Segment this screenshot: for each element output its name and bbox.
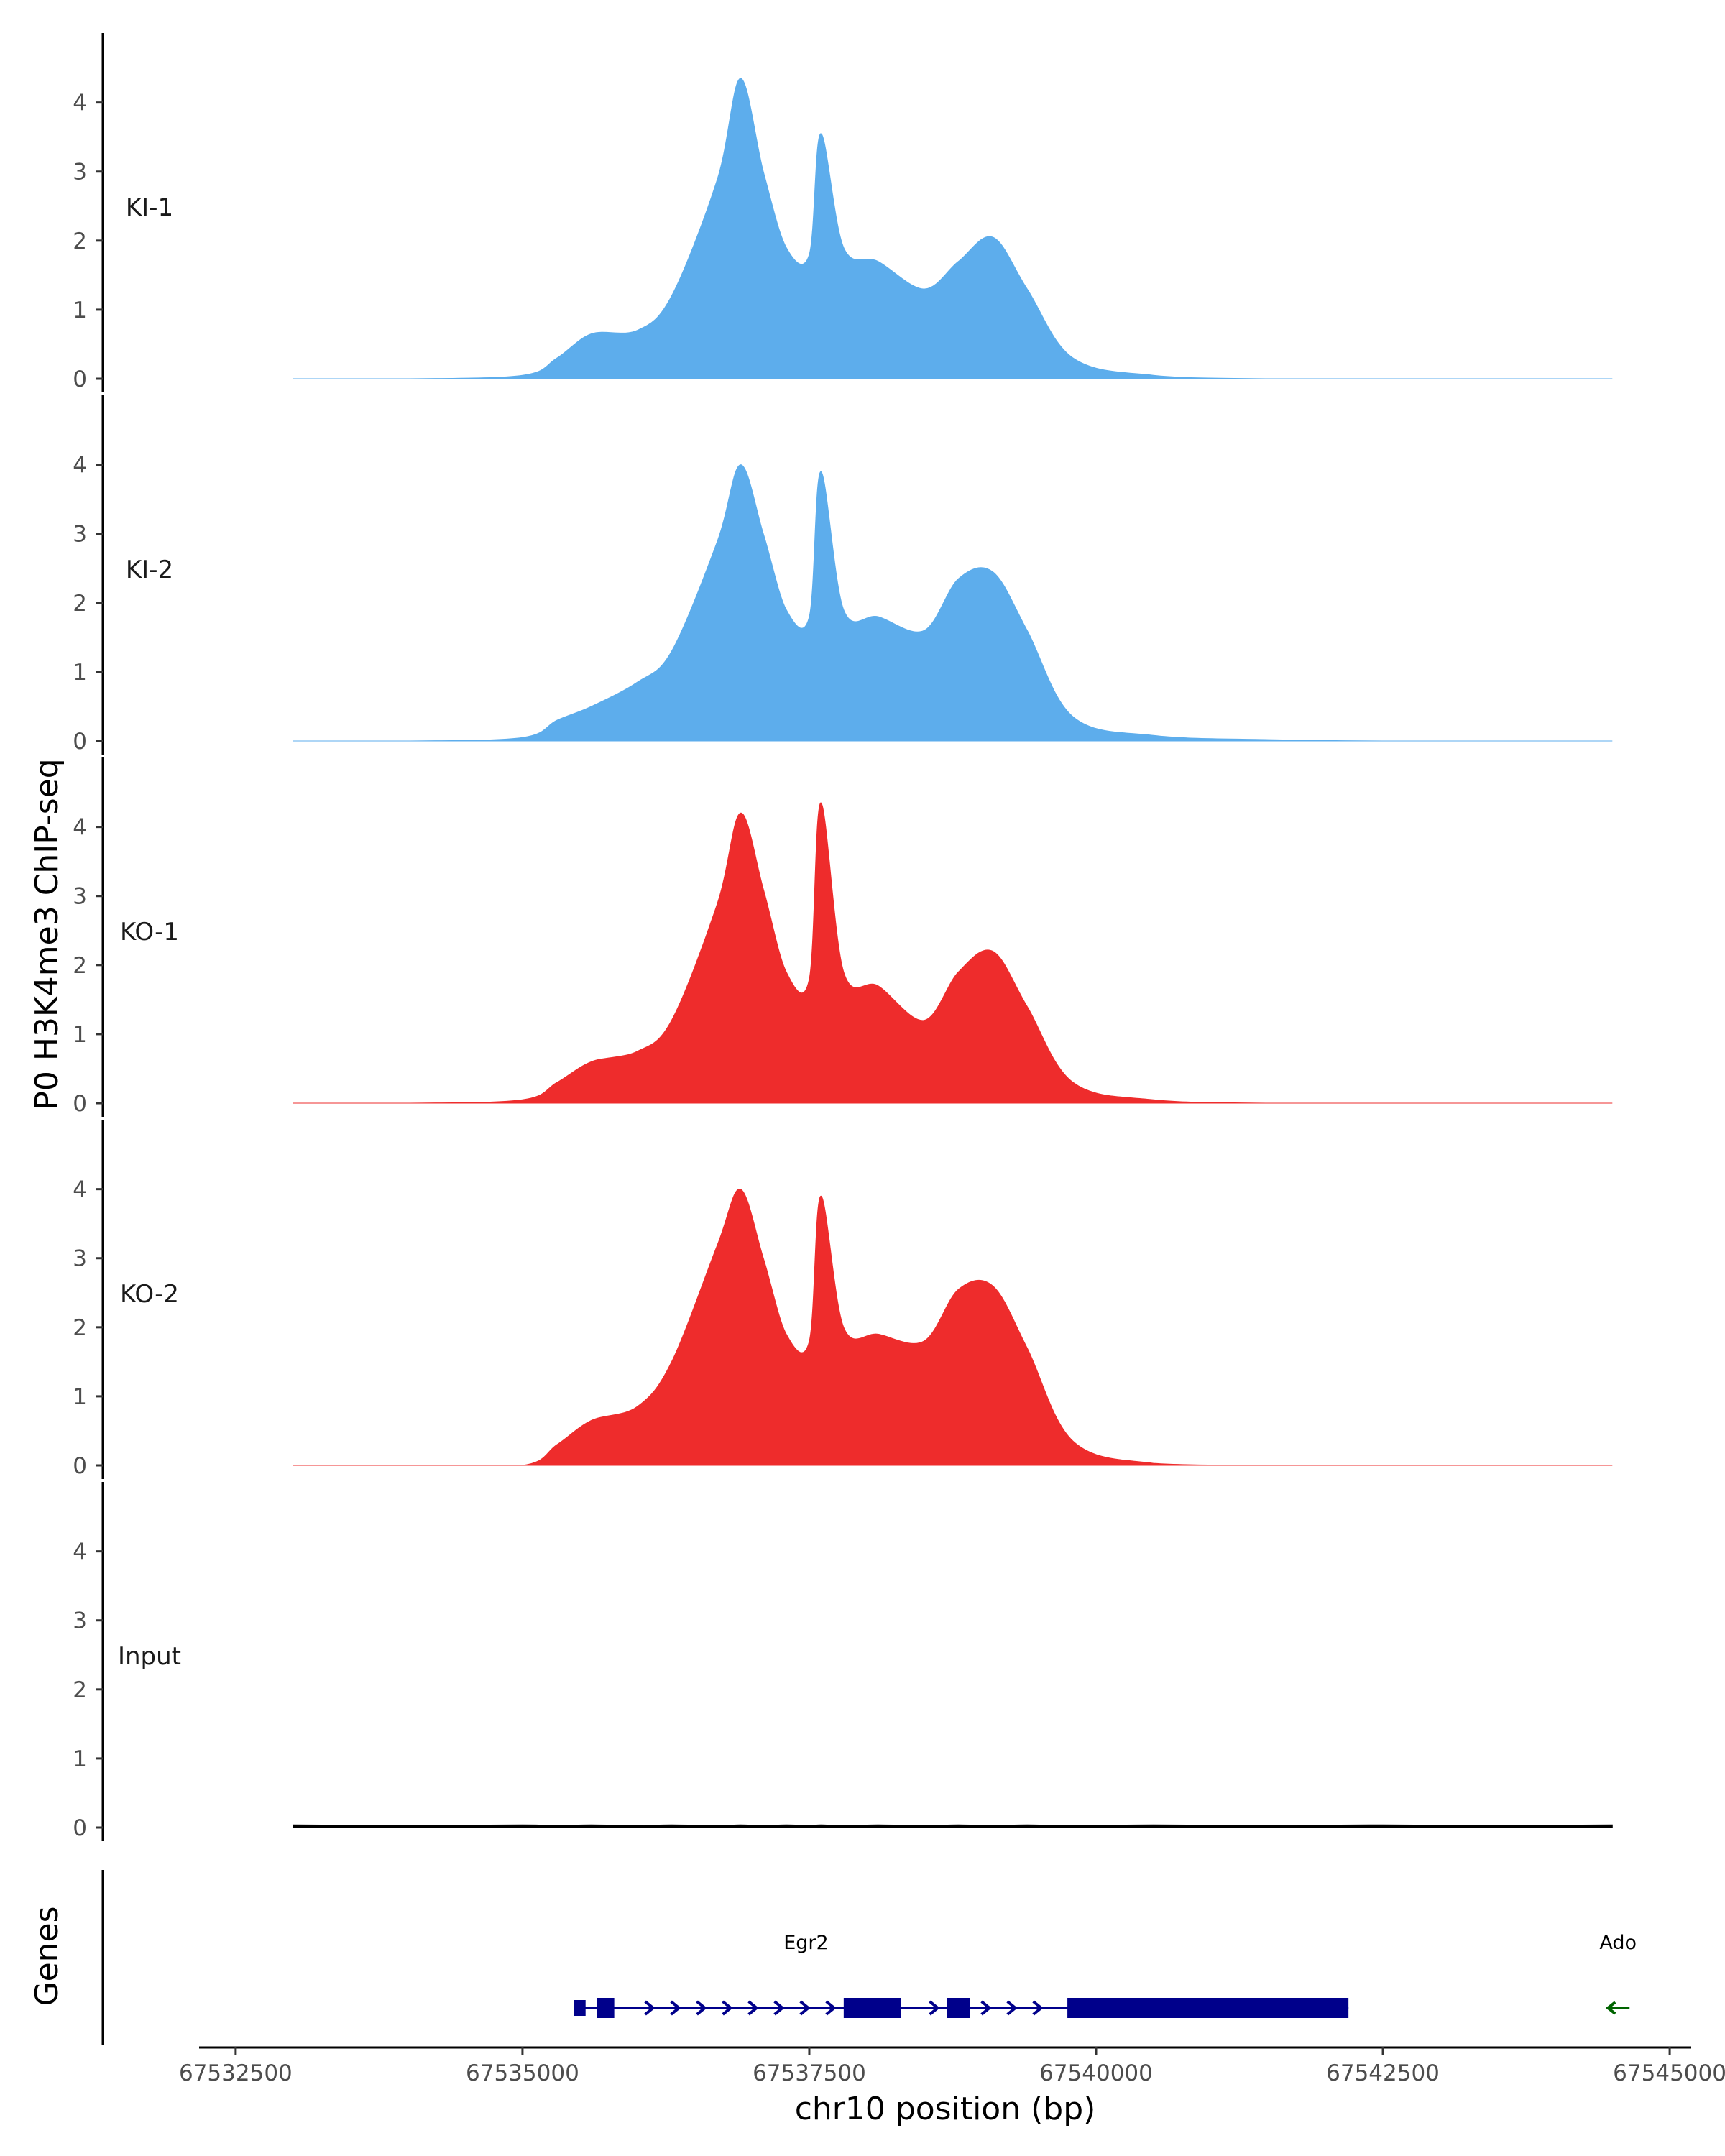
track-label: KI-1 [126,193,173,222]
gene-exon [574,2000,586,2016]
gene-strand-arrow-head [1606,2001,1616,2015]
y-tick-label: 1 [73,1384,87,1410]
track-label: KO-2 [120,1280,179,1309]
y-tick-label: 2 [73,229,87,254]
y-tick-label: 0 [73,1453,87,1479]
y-tick-label: 2 [73,1677,87,1703]
track-input: 0 1 2 3 4 Input [73,1482,1613,1841]
track-ki-2: 0 1 2 3 4 KI-2 [73,395,1613,755]
track-ko-2: 0 1 2 3 4 KO-2 [73,1120,1613,1479]
x-tick-label: 67545000 [1613,2060,1725,2086]
gene-strand-chevron [825,2000,837,2016]
y-tick-label: 4 [73,91,87,116]
gene-ado: Ado [1599,1932,1637,2015]
track-label: Input [118,1642,181,1671]
coverage-area-ko-2 [293,1189,1613,1466]
track-label: KO-1 [120,918,179,946]
coverage-area-ki-1 [293,78,1613,379]
gene-strand-chevron [748,2000,759,2016]
y-tick-label: 3 [73,522,87,548]
y-tick-label: 0 [73,1091,87,1117]
gene-egr2: Egr2 [574,1932,1349,2018]
coverage-tracks: 0 1 2 3 4 KI-1 0 1 2 3 4 KI-2 0 1 2 3 4 KO-1 0 1 2 3 4 KO-2 0 1 2 3… [73,33,1613,1841]
gene-strand-chevron [670,2000,681,2016]
y-tick-label: 4 [73,1177,87,1203]
coverage-area-ki-2 [293,464,1613,742]
y-tick-label: 2 [73,1315,87,1341]
x-tick-label: 67542500 [1326,2060,1440,2086]
x-tick-label: 67537500 [753,2060,866,2086]
y-tick-label: 1 [73,298,87,323]
gene-exon [947,1998,970,2018]
x-tick-label: 67540000 [1039,2060,1153,2086]
gene-label-ado: Ado [1599,1932,1637,1954]
y-tick-label: 2 [73,953,87,979]
genes-panel-title: Genes [29,1906,65,2006]
gene-annotation-panel: Egr2 Ado [101,1870,1637,2045]
coverage-area-ko-1 [293,802,1613,1104]
gene-strand-chevron [696,2000,707,2016]
y-axis-title: P0 H3K4me3 ChIP-seq [29,758,65,1110]
y-tick-label: 0 [73,367,87,392]
gene-strand-chevron [773,2000,785,2016]
gene-strand-chevron [644,2000,656,2016]
y-tick-label: 4 [73,1539,87,1565]
gene-exon [597,1998,615,2018]
y-tick-label: 4 [73,453,87,479]
y-tick-label: 0 [73,1815,87,1841]
y-tick-label: 3 [73,1608,87,1634]
x-axis-title: chr10 position (bp) [795,2091,1096,2127]
gene-strand-chevron [722,2000,733,2016]
gene-exon [843,1998,901,2018]
gene-exon [1067,1998,1349,2018]
gene-strand-chevron [799,2000,811,2016]
gene-strand-chevron [1006,2000,1018,2016]
track-label: KI-2 [126,556,173,584]
coverage-area-input [293,1824,1613,1828]
y-tick-label: 1 [73,1022,87,1048]
y-tick-label: 2 [73,591,87,617]
track-ki-1: 0 1 2 3 4 KI-1 [73,33,1613,392]
y-tick-label: 3 [73,160,87,185]
x-axis: 67532500 67535000 67537500 67540000 67542500… [179,2046,1725,2086]
y-tick-label: 4 [73,815,87,841]
x-tick-label: 67535000 [466,2060,579,2086]
gene-label-egr2: Egr2 [783,1932,828,1954]
y-tick-label: 1 [73,1746,87,1772]
track-ko-1: 0 1 2 3 4 KO-1 [73,757,1613,1117]
gene-strand-chevron [929,2000,940,2016]
y-tick-label: 3 [73,1246,87,1272]
gene-strand-chevron [980,2000,992,2016]
y-tick-label: 1 [73,660,87,686]
y-tick-label: 3 [73,884,87,910]
y-tick-label: 0 [73,729,87,755]
x-tick-label: 67532500 [179,2060,293,2086]
gene-strand-chevron [1032,2000,1044,2016]
